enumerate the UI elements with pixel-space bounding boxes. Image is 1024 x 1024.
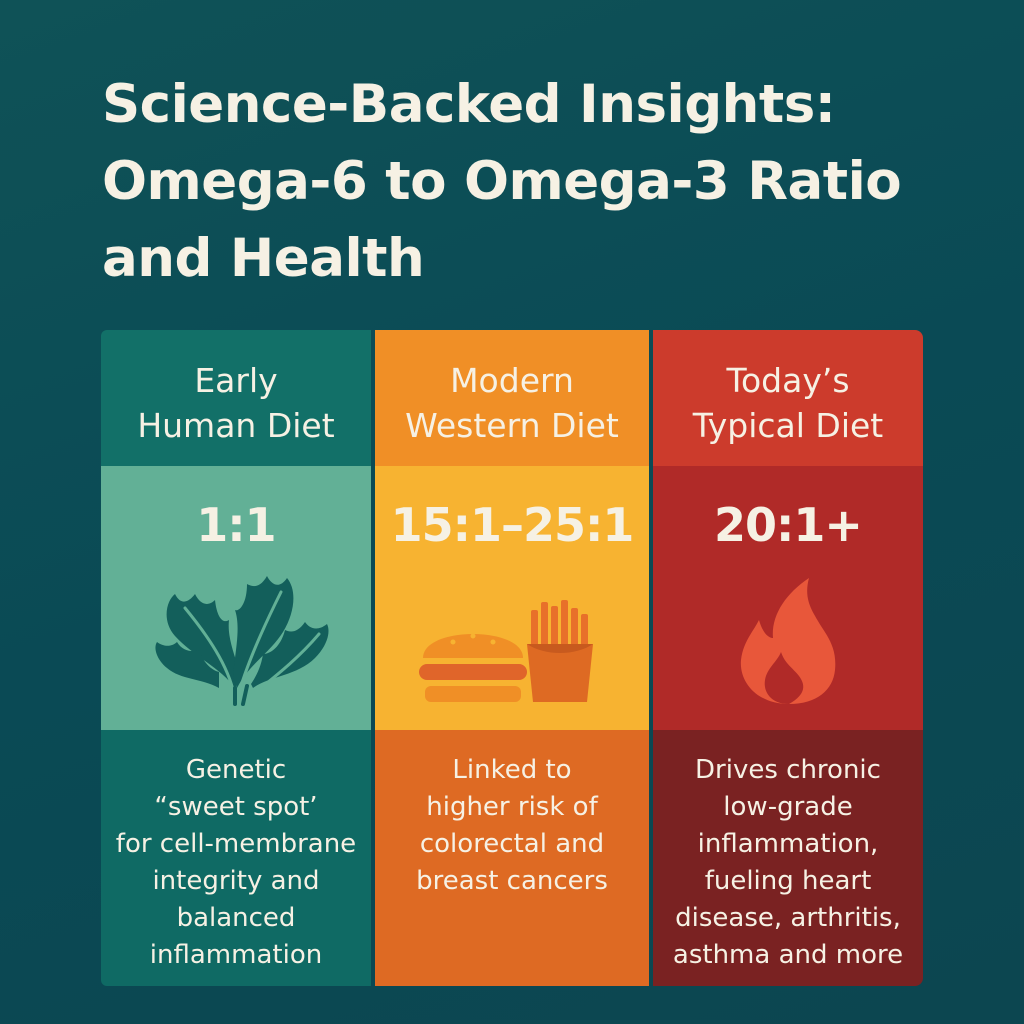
column-heading: Early Human Diet [101,330,371,466]
column-description: Drives chronic low-grade inflammation, f… [653,730,923,986]
modern-western-diet-column: Modern Western Diet 15:1–25:1 [375,330,649,986]
description-line: Genetic [185,755,287,785]
leaves-icon [155,576,329,706]
description-line: asthma and more [672,940,904,970]
ratio-value: 1:1 [196,498,276,552]
title-line: Omega-6 to Omega-3 Ratio [102,151,902,212]
description-line: Drives chronic [695,755,881,785]
heading-line: Today’s [726,361,850,400]
heading-line: Modern [450,361,574,400]
description-line: colorectal and [419,829,605,859]
description-line: for cell-membrane [115,829,357,859]
page-title: Science-Backed Insights: Omega-6 to Omeg… [102,66,1002,297]
description-line: Linked to [452,755,572,785]
description-line: breast cancers [416,866,608,896]
heading-line: Early [194,361,278,400]
column-heading: Modern Western Diet [375,330,649,466]
description-line: inflammation [149,940,323,970]
flame-icon [740,578,836,704]
description-line: “sweet spot’ [154,792,318,822]
description-line: disease, arthritis, [675,903,901,933]
title-line: and Health [102,228,425,289]
ratio-value: 20:1+ [714,498,863,552]
description-line: balanced [176,903,296,933]
burger-fries-icon [419,600,593,702]
todays-typical-diet-column: Today’s Typical Diet 20:1+ Drives chroni… [653,330,923,986]
description-line: fueling heart [704,866,872,896]
ratio-panel: 1:1 [101,466,371,730]
description-line: inflammation, [697,829,879,859]
column-heading: Today’s Typical Diet [653,330,923,466]
description-line: higher risk of [426,792,598,822]
heading-line: Human Diet [137,406,335,445]
early-human-diet-column: Early Human Diet 1:1 [101,330,371,986]
heading-line: Typical Diet [692,406,884,445]
ratio-value: 15:1–25:1 [390,498,635,552]
ratio-panel: 20:1+ [653,466,923,730]
heading-line: Western Diet [405,406,619,445]
description-line: integrity and [152,866,320,896]
title-line: Science-Backed Insights: [102,74,836,135]
ratio-panel: 15:1–25:1 [375,466,649,730]
diet-comparison-panels: Early Human Diet 1:1 [101,330,925,986]
column-description: Linked to higher risk of colorectal and … [375,730,649,986]
description-line: low-grade [723,792,853,822]
column-description: Genetic “sweet spot’ for cell-membrane i… [101,730,371,986]
